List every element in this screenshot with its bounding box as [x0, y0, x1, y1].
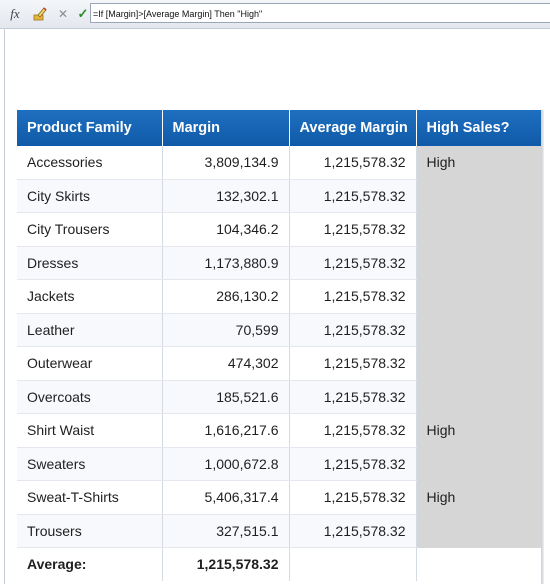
- cell-product-family[interactable]: Accessories: [17, 146, 163, 180]
- cell-average-margin[interactable]: 1,215,578.32: [289, 212, 417, 247]
- cell-average-margin[interactable]: 1,215,578.32: [289, 514, 417, 548]
- footer-average-value[interactable]: 1,215,578.32: [162, 547, 290, 581]
- cell-high-sales[interactable]: High: [416, 146, 541, 180]
- cell-high-sales[interactable]: High: [416, 413, 541, 448]
- cell-product-family[interactable]: Dresses: [17, 246, 163, 280]
- cell-product-family[interactable]: Trousers: [17, 514, 163, 548]
- cell-product-family[interactable]: City Trousers: [17, 212, 163, 247]
- cell-product-family[interactable]: Overcoats: [17, 380, 163, 414]
- cell-product-family[interactable]: Leather: [17, 313, 163, 347]
- cell-average-margin[interactable]: 1,215,578.32: [289, 279, 417, 314]
- column-header-high-sales[interactable]: High Sales?: [416, 110, 541, 146]
- column-header-product-family[interactable]: Product Family: [17, 110, 163, 146]
- cancel-icon[interactable]: ✕: [57, 7, 69, 21]
- cell-margin[interactable]: 1,173,880.9: [162, 246, 290, 280]
- cell-product-family[interactable]: Jackets: [17, 279, 163, 314]
- table-row: Shirt Waist 1,616,217.6 1,215,578.32 High: [17, 413, 541, 448]
- fx-icon[interactable]: fx: [10, 6, 20, 21]
- cell-product-family[interactable]: City Skirts: [17, 179, 163, 213]
- cell-margin[interactable]: 5,406,317.4: [162, 480, 290, 515]
- cell-high-sales[interactable]: [416, 179, 541, 213]
- cell-high-sales[interactable]: [416, 346, 541, 381]
- cell-margin[interactable]: 185,521.6: [162, 380, 290, 414]
- cell-margin[interactable]: 70,599: [162, 313, 290, 347]
- cell-high-sales[interactable]: [416, 313, 541, 347]
- cell-average-margin[interactable]: 1,215,578.32: [289, 313, 417, 347]
- cell-product-family[interactable]: Outerwear: [17, 346, 163, 381]
- footer-label[interactable]: Average:: [17, 547, 163, 581]
- table-row: Dresses 1,173,880.9 1,215,578.32: [17, 246, 541, 280]
- cell-average-margin[interactable]: 1,215,578.32: [289, 380, 417, 414]
- table-row: City Trousers 104,346.2 1,215,578.32: [17, 212, 541, 247]
- table-row: Sweaters 1,000,672.8 1,215,578.32: [17, 447, 541, 481]
- cell-margin[interactable]: 327,515.1: [162, 514, 290, 548]
- edit-formula-icon[interactable]: [31, 5, 49, 23]
- cell-average-margin[interactable]: 1,215,578.32: [289, 179, 417, 213]
- table-row: Jackets 286,130.2 1,215,578.32: [17, 279, 541, 314]
- formula-input[interactable]: =If [Margin]>[Average Margin] Then "High…: [90, 3, 550, 23]
- table-row: Trousers 327,515.1 1,215,578.32: [17, 514, 541, 548]
- cell-high-sales[interactable]: [416, 246, 541, 280]
- cell-high-sales[interactable]: [416, 447, 541, 481]
- cell-average-margin[interactable]: 1,215,578.32: [289, 480, 417, 515]
- table-header-row: Product Family Margin Average Margin Hig…: [17, 110, 541, 146]
- table-row: Overcoats 185,521.6 1,215,578.32: [17, 380, 541, 414]
- cell-high-sales[interactable]: High: [416, 480, 541, 515]
- cell-average-margin[interactable]: 1,215,578.32: [289, 413, 417, 448]
- cell-average-margin[interactable]: 1,215,578.32: [289, 346, 417, 381]
- cell-high-sales[interactable]: [416, 279, 541, 314]
- cell-product-family[interactable]: Shirt Waist: [17, 413, 163, 448]
- table-row: Leather 70,599 1,215,578.32: [17, 313, 541, 347]
- cell-average-margin[interactable]: 1,215,578.32: [289, 246, 417, 280]
- cell-margin[interactable]: 3,809,134.9: [162, 146, 290, 180]
- cell-high-sales[interactable]: [416, 212, 541, 247]
- cell-average-margin[interactable]: 1,215,578.32: [289, 146, 417, 180]
- formula-toolbar: fx ✕ ✓ =If [Margin]>[Average Margin] The…: [0, 0, 550, 29]
- table-footer-row: Average: 1,215,578.32: [17, 547, 542, 581]
- cell-margin[interactable]: 286,130.2: [162, 279, 290, 314]
- cell-margin[interactable]: 1,000,672.8: [162, 447, 290, 481]
- cell-product-family[interactable]: Sweaters: [17, 447, 163, 481]
- footer-empty-cell[interactable]: [416, 547, 542, 581]
- table-row: Outerwear 474,302 1,215,578.32: [17, 346, 541, 381]
- cell-product-family[interactable]: Sweat-T-Shirts: [17, 480, 163, 515]
- cell-margin[interactable]: 474,302: [162, 346, 290, 381]
- table-row: Sweat-T-Shirts 5,406,317.4 1,215,578.32 Hig…: [17, 480, 541, 515]
- cell-margin[interactable]: 104,346.2: [162, 212, 290, 247]
- cell-high-sales[interactable]: [416, 514, 541, 548]
- footer-empty-cell[interactable]: [289, 547, 417, 581]
- column-header-margin[interactable]: Margin: [162, 110, 290, 146]
- column-header-average-margin[interactable]: Average Margin: [289, 110, 417, 146]
- cell-margin[interactable]: 1,616,217.6: [162, 413, 290, 448]
- validate-icon[interactable]: ✓: [77, 6, 89, 21]
- cell-margin[interactable]: 132,302.1: [162, 179, 290, 213]
- cell-high-sales[interactable]: [416, 380, 541, 414]
- cell-average-margin[interactable]: 1,215,578.32: [289, 447, 417, 481]
- scroll-edge: [541, 110, 544, 584]
- table-row: Accessories 3,809,134.9 1,215,578.32 High: [17, 146, 541, 180]
- table-row: City Skirts 132,302.1 1,215,578.32: [17, 179, 541, 213]
- report-table: Product Family Margin Average Margin Hig…: [17, 110, 542, 581]
